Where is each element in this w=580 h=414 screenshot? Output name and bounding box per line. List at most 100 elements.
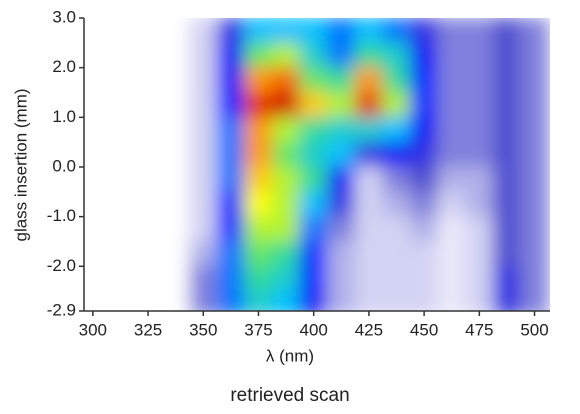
heatmap: [84, 18, 549, 311]
heatmap-cell: [216, 240, 246, 267]
heatmap-cell: [409, 216, 439, 242]
heatmap-cell: [465, 116, 494, 143]
x-tick-label: 300: [79, 320, 107, 339]
plot-area: [84, 18, 549, 311]
heatmap-cell: [354, 91, 384, 118]
heatmap-cell: [271, 116, 301, 143]
heatmap-cell: [188, 216, 218, 242]
heatmap-cell: [106, 240, 135, 267]
heatmap-cell: [244, 240, 273, 267]
heatmap-cell: [271, 141, 301, 168]
heatmap-cell: [216, 216, 246, 242]
heatmap-cell: [133, 290, 163, 311]
heatmap-cell: [382, 42, 411, 69]
heatmap-cell: [133, 42, 163, 69]
heatmap-cell: [161, 141, 190, 168]
heatmap-cell: [216, 91, 246, 118]
heatmap-cell: [520, 216, 549, 242]
heatmap-cell: [161, 240, 190, 267]
heatmap-cell: [106, 18, 135, 44]
heatmap-cell: [409, 265, 439, 292]
heatmap-cell: [244, 67, 273, 93]
heatmap-cell: [326, 191, 356, 218]
caption: retrieved scan: [230, 385, 349, 406]
y-tick-label: 2.0: [52, 57, 76, 76]
heatmap-cell: [84, 265, 108, 292]
heatmap-cell: [133, 191, 163, 218]
heatmap-cell: [520, 42, 549, 69]
heatmap-cell: [244, 91, 273, 118]
heatmap-cell: [354, 18, 384, 44]
heatmap-cell: [492, 191, 522, 218]
heatmap-cell: [326, 240, 356, 267]
heatmap-cell: [216, 42, 246, 69]
heatmap-cell: [299, 67, 328, 93]
heatmap-cell: [84, 240, 108, 267]
heatmap-cell: [133, 141, 163, 168]
heatmap-cell: [382, 67, 411, 93]
heatmap-cell: [84, 42, 108, 69]
heatmap-cell: [326, 116, 356, 143]
heatmap-cell: [465, 18, 494, 44]
heatmap-cell: [133, 216, 163, 242]
heatmap-cell: [188, 42, 218, 69]
heatmap-cell: [271, 42, 301, 69]
heatmap-cell: [520, 67, 549, 93]
heatmap-cell: [326, 67, 356, 93]
heatmap-cell: [492, 216, 522, 242]
heatmap-cell: [216, 191, 246, 218]
heatmap-cell: [326, 166, 356, 193]
heatmap-cell: [188, 67, 218, 93]
heatmap-cell: [354, 191, 384, 218]
heatmap-cell: [244, 265, 273, 292]
heatmap-cell: [382, 141, 411, 168]
heatmap-cell: [437, 191, 467, 218]
x-tick-label: 450: [410, 320, 438, 339]
heatmap-cell: [299, 240, 328, 267]
heatmap-cell: [84, 141, 108, 168]
heatmap-cell: [133, 265, 163, 292]
heatmap-cell: [244, 166, 273, 193]
heatmap-cell: [326, 290, 356, 311]
y-axis-label: glass insertion (mm): [11, 88, 30, 241]
heatmap-cell: [465, 240, 494, 267]
heatmap-cell: [271, 67, 301, 93]
heatmap-cell: [520, 290, 549, 311]
heatmap-cell: [437, 216, 467, 242]
y-tick-label: 1.0: [52, 107, 76, 126]
heatmap-cell: [520, 141, 549, 168]
heatmap-cell: [161, 91, 190, 118]
heatmap-cell: [409, 67, 439, 93]
heatmap-cell: [492, 116, 522, 143]
heatmap-cell: [188, 141, 218, 168]
y-tick-label: -2.9: [47, 300, 76, 319]
heatmap-cell: [106, 116, 135, 143]
heatmap-cell: [133, 166, 163, 193]
y-tick-label: 3.0: [52, 7, 76, 26]
heatmap-cell: [106, 290, 135, 311]
heatmap-cell: [161, 42, 190, 69]
heatmap-cell: [465, 91, 494, 118]
x-tick-label: 400: [299, 320, 327, 339]
heatmap-cell: [106, 191, 135, 218]
heatmap-cell: [216, 116, 246, 143]
heatmap-cell: [271, 91, 301, 118]
heatmap-cell: [188, 191, 218, 218]
heatmap-cell: [161, 216, 190, 242]
x-tick-label: 350: [189, 320, 217, 339]
heatmap-cell: [465, 216, 494, 242]
heatmap-cell: [465, 191, 494, 218]
heatmap-cell: [161, 265, 190, 292]
heatmap-cell: [299, 166, 328, 193]
x-tick-label: 375: [244, 320, 272, 339]
heatmap-cell: [437, 91, 467, 118]
heatmap-cell: [161, 191, 190, 218]
heatmap-cell: [354, 141, 384, 168]
heatmap-cell: [354, 265, 384, 292]
heatmap-cell: [437, 265, 467, 292]
heatmap-cell: [409, 116, 439, 143]
heatmap-cell: [244, 42, 273, 69]
heatmap-cell: [437, 18, 467, 44]
